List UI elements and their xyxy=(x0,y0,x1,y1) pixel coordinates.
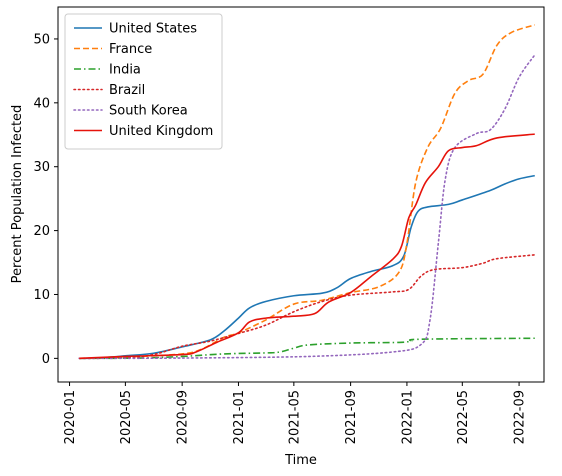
y-axis: 0 10 20 30 40 50 xyxy=(33,32,58,367)
x-tick-label: 2021-09 xyxy=(344,390,359,444)
legend-label: United States xyxy=(109,22,197,37)
y-tick-label: 50 xyxy=(33,32,50,47)
legend-label: United Kingdom xyxy=(109,124,213,139)
x-axis-label: Time xyxy=(284,453,317,468)
y-tick-label: 0 xyxy=(42,352,50,367)
legend-box xyxy=(64,13,223,150)
plot-frame xyxy=(57,6,545,383)
series-layer xyxy=(78,24,536,360)
legend-label: Brazil xyxy=(109,83,145,98)
x-tick-label: 2020-05 xyxy=(119,390,134,444)
x-tick-label: 2021-01 xyxy=(232,390,247,444)
x-tick-label: 2022-05 xyxy=(456,390,471,444)
series-line-united-states xyxy=(79,174,535,360)
x-tick-label: 2021-05 xyxy=(287,390,302,444)
y-tick-label: 30 xyxy=(33,160,50,175)
x-tick-label: 2020-09 xyxy=(176,390,191,444)
legend-label: South Korea xyxy=(109,104,188,119)
y-tick-label: 40 xyxy=(33,96,50,111)
legend-label: France xyxy=(109,42,152,57)
y-tick-label: 10 xyxy=(33,288,50,303)
x-tick-label: 2022-09 xyxy=(513,390,528,444)
x-tick-label: 2020-01 xyxy=(63,390,78,444)
legend-label: India xyxy=(109,63,141,78)
y-tick-label: 20 xyxy=(33,224,50,239)
series-line-india xyxy=(79,337,535,360)
legend: United States France India Brazil South Kore… xyxy=(64,13,223,150)
series-line-south-korea xyxy=(78,54,536,360)
x-tick-label: 2022-01 xyxy=(400,390,415,444)
y-axis-label: Percent Population Infected xyxy=(10,105,25,284)
x-axis: 2020-01 2020-05 2020-09 2021-01 2021-05 2021-… xyxy=(63,382,528,444)
series-line-united-kingdom xyxy=(79,133,535,360)
series-line-brazil xyxy=(78,254,536,360)
